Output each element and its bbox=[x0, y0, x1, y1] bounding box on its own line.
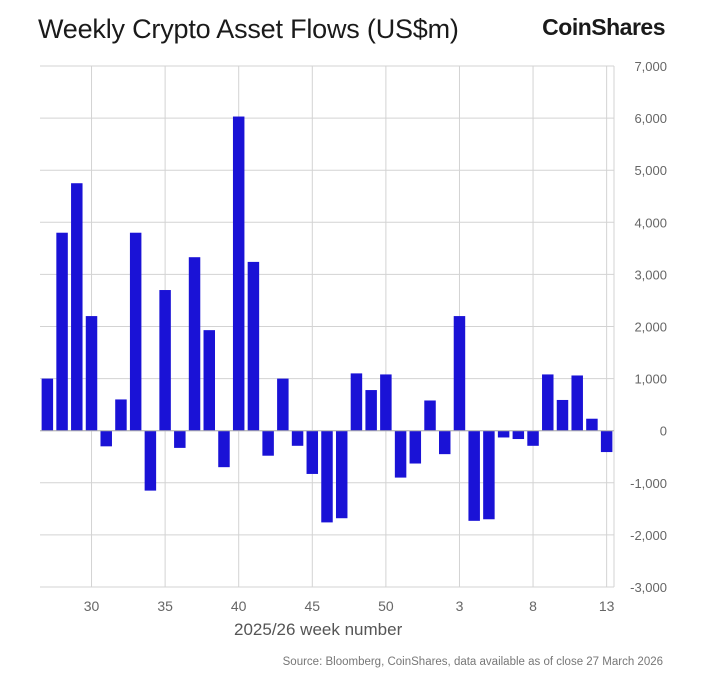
y-tick-label: 2,000 bbox=[634, 320, 667, 335]
bar-week-37 bbox=[188, 257, 201, 431]
bar-week-32 bbox=[115, 399, 127, 431]
bar-week-43 bbox=[277, 378, 289, 431]
bar-week-39 bbox=[218, 430, 230, 468]
y-tick-label: 6,000 bbox=[634, 111, 667, 126]
bar-week-35 bbox=[159, 290, 171, 431]
y-tick-label: 3,000 bbox=[634, 267, 667, 282]
bar-week-51 bbox=[394, 430, 407, 478]
bar-week-1 bbox=[424, 400, 436, 431]
y-tick-label: 4,000 bbox=[634, 215, 667, 230]
bar-week-11 bbox=[571, 375, 583, 431]
bar-week-2 bbox=[439, 430, 451, 455]
bar-week-29 bbox=[71, 183, 83, 431]
x-tick-label: 45 bbox=[304, 598, 320, 614]
bar-week-7 bbox=[512, 430, 525, 440]
bar-week-50 bbox=[380, 374, 392, 431]
brand-logo: CoinShares bbox=[542, 14, 665, 40]
x-tick-label: 35 bbox=[157, 598, 173, 614]
bar-week-12 bbox=[586, 418, 598, 431]
bar-week-27 bbox=[41, 378, 54, 431]
x-tick-label: 40 bbox=[231, 598, 247, 614]
source-note: Source: Bloomberg, CoinShares, data avai… bbox=[282, 656, 663, 668]
x-tick-label: 13 bbox=[599, 598, 615, 614]
bar-week-40 bbox=[232, 116, 245, 431]
bar-week-6 bbox=[497, 430, 510, 438]
bar-week-44 bbox=[291, 430, 304, 446]
x-axis-title: 2025/26 week number bbox=[234, 620, 403, 639]
bar-week-52 bbox=[409, 430, 422, 464]
bar-week-34 bbox=[144, 430, 157, 491]
bar-week-36 bbox=[174, 430, 186, 448]
bar-week-33 bbox=[129, 232, 142, 431]
bar-week-48 bbox=[350, 373, 363, 431]
bar-week-47 bbox=[335, 430, 348, 519]
bar-week-4 bbox=[468, 430, 480, 521]
y-tick-label: 5,000 bbox=[634, 163, 667, 178]
y-tick-label: 7,000 bbox=[634, 59, 667, 74]
y-tick-label: -3,000 bbox=[630, 580, 667, 595]
bar-week-30 bbox=[85, 316, 98, 431]
x-tick-label: 8 bbox=[529, 598, 537, 614]
bar-week-46 bbox=[321, 430, 333, 523]
x-tick-label: 50 bbox=[378, 598, 394, 614]
x-tick-label: 30 bbox=[84, 598, 100, 614]
bar-week-9 bbox=[542, 374, 554, 431]
y-tick-label: -1,000 bbox=[630, 476, 667, 491]
bar-week-41 bbox=[247, 261, 260, 431]
bar-week-13 bbox=[600, 430, 613, 453]
bar-week-28 bbox=[56, 232, 68, 431]
bar-week-42 bbox=[262, 430, 274, 456]
bar-week-5 bbox=[483, 430, 495, 520]
chart-title: Weekly Crypto Asset Flows (US$m) bbox=[38, 14, 459, 44]
bar-week-31 bbox=[100, 430, 112, 447]
y-tick-label: 0 bbox=[660, 424, 667, 439]
bar-week-3 bbox=[453, 316, 466, 431]
bar-week-45 bbox=[306, 430, 319, 474]
bar-week-49 bbox=[365, 390, 377, 431]
y-tick-label: 1,000 bbox=[634, 372, 667, 387]
bar-week-38 bbox=[203, 330, 215, 431]
bar-week-10 bbox=[556, 399, 569, 431]
x-tick-label: 3 bbox=[456, 598, 464, 614]
bar-week-8 bbox=[527, 430, 539, 446]
y-tick-label: -2,000 bbox=[630, 528, 667, 543]
